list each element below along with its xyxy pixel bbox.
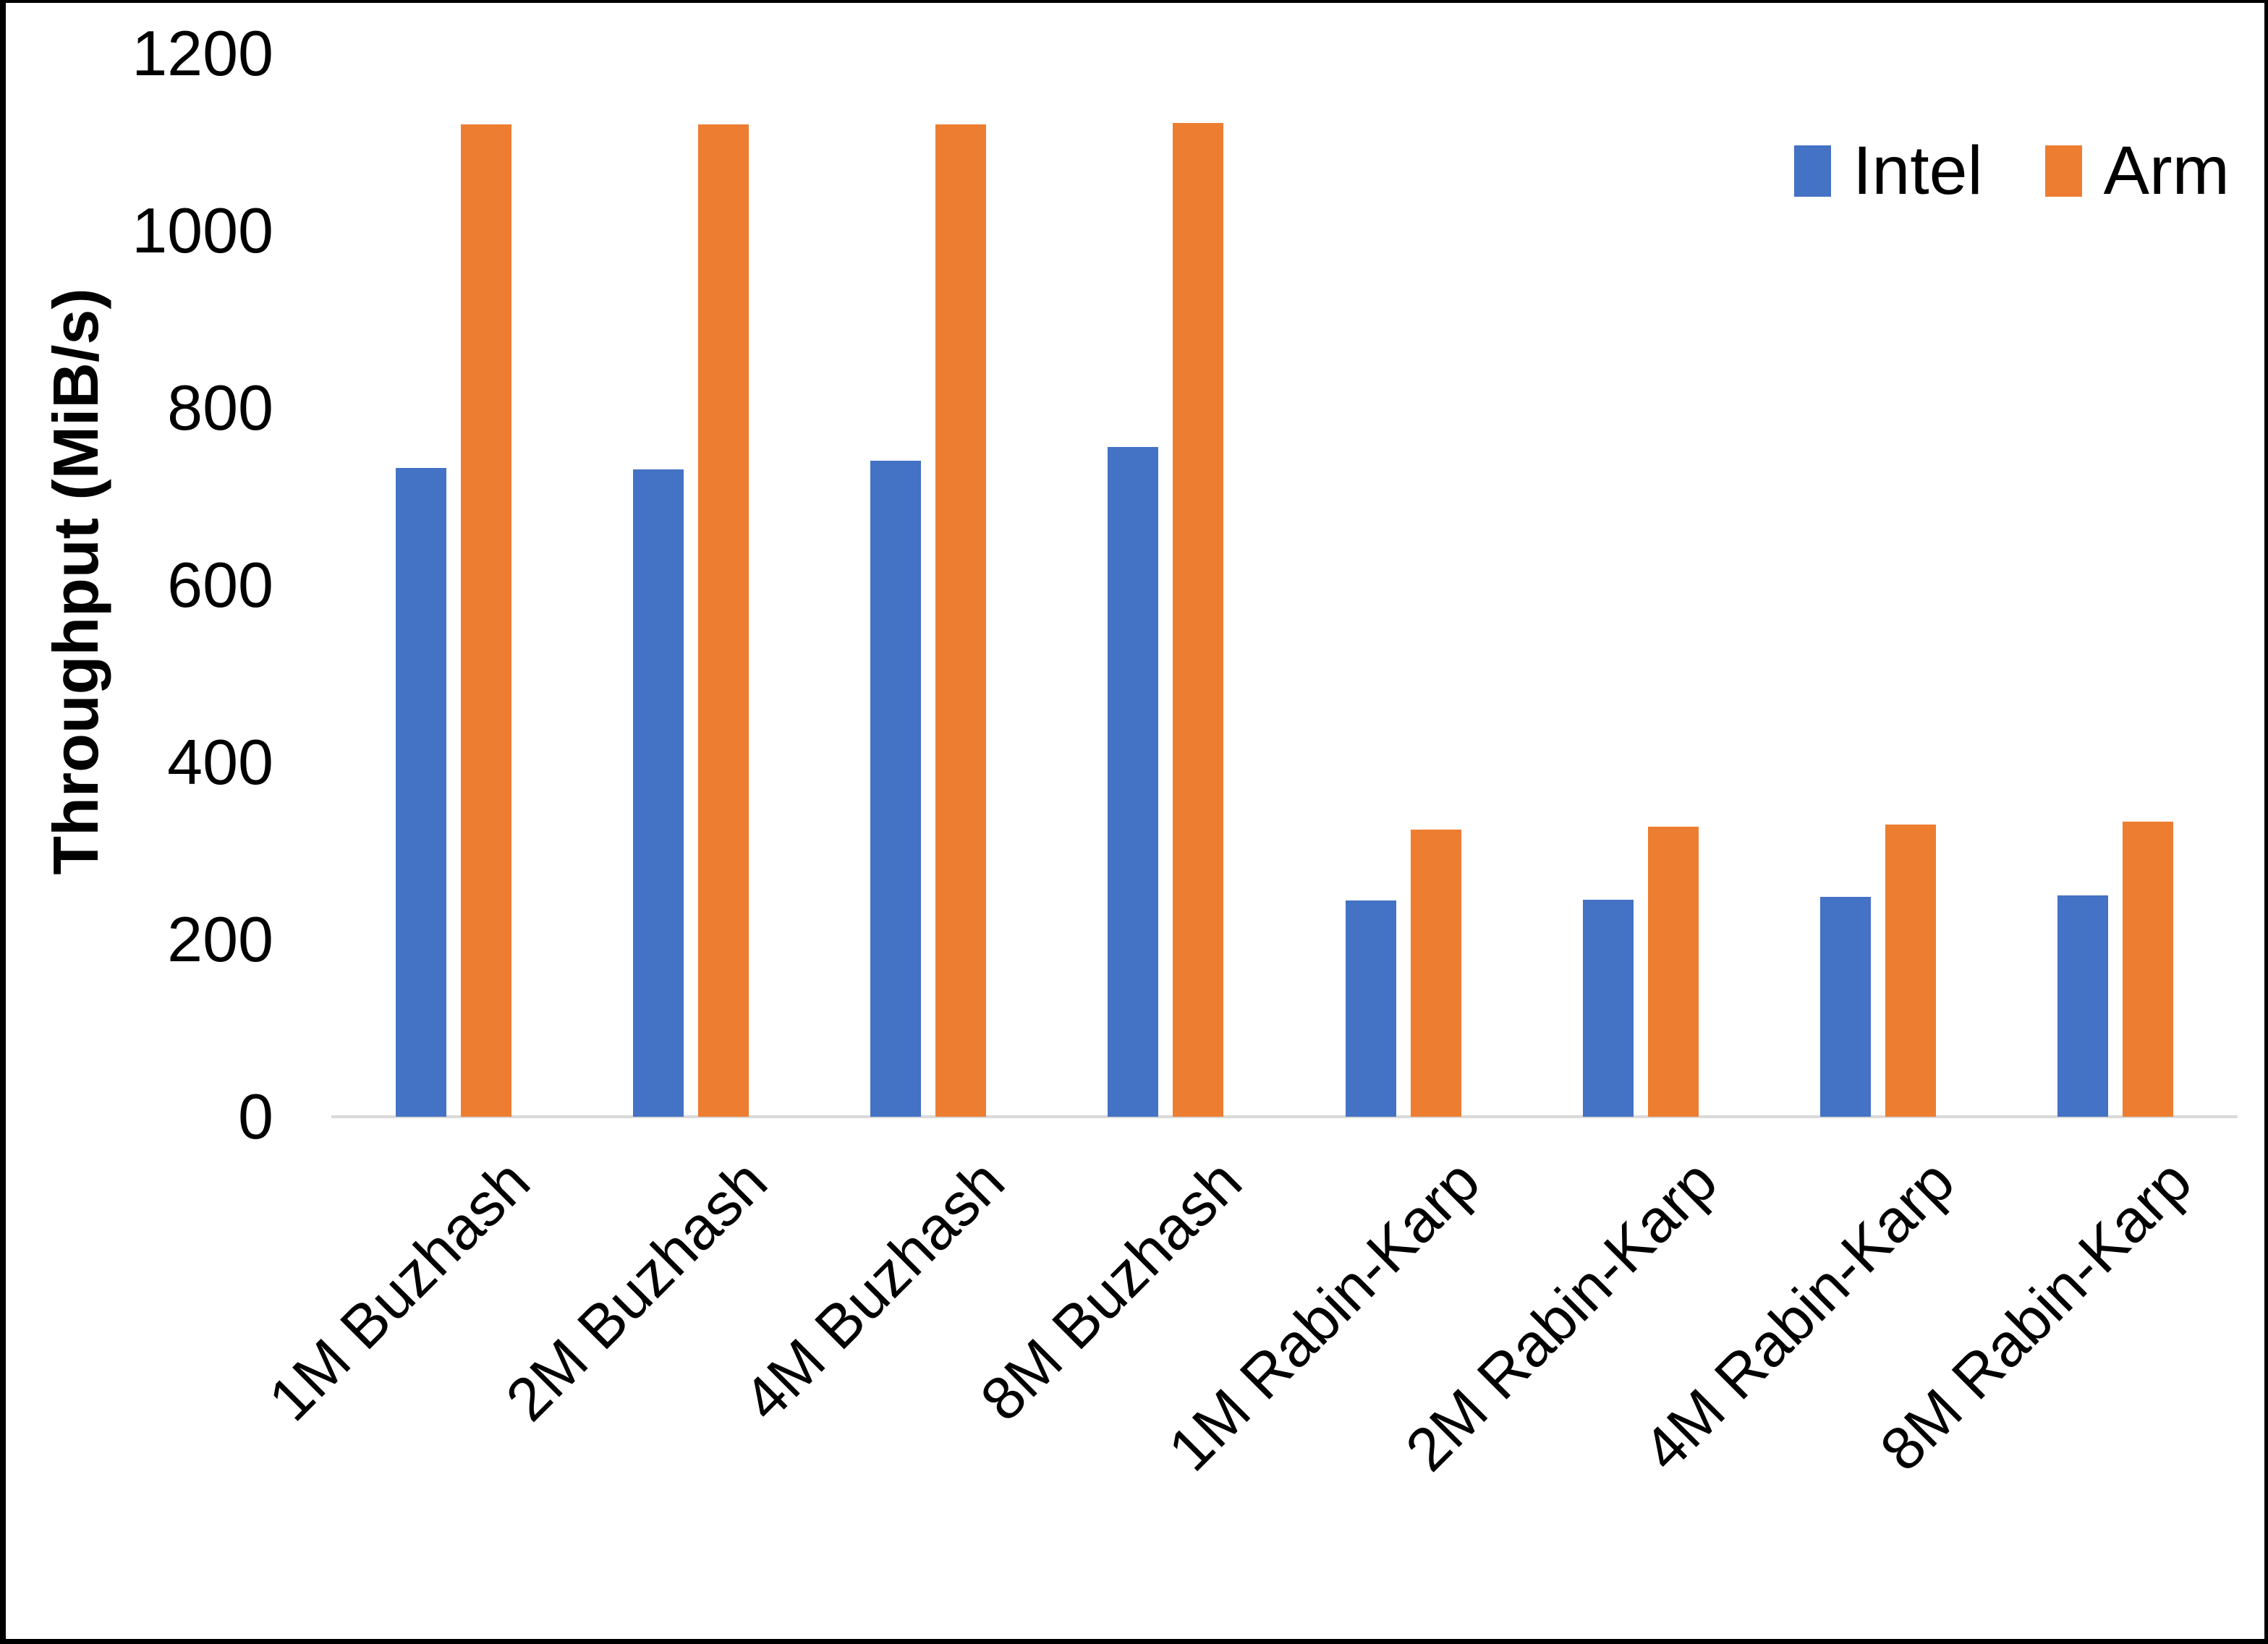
bar-arm-1m-rabin-karp (1411, 830, 1461, 1117)
y-tick-600: 600 (167, 549, 273, 621)
y-tick-200: 200 (167, 903, 273, 975)
bar-arm-2m-buzhash (698, 124, 749, 1117)
bar-intel-8m-rabin-karp (2057, 895, 2108, 1117)
x-axis-line (331, 1115, 2238, 1118)
y-tick-400: 400 (167, 726, 273, 798)
y-tick-1000: 1000 (132, 195, 273, 266)
bar-intel-2m-buzhash (633, 469, 684, 1117)
bar-intel-1m-buzhash (396, 468, 446, 1117)
legend-label-intel: Intel (1853, 132, 1983, 209)
legend-item-arm: Arm (2044, 132, 2230, 209)
bar-intel-4m-rabin-karp (1820, 897, 1871, 1117)
legend-swatch-intel (1794, 145, 1831, 197)
bar-arm-1m-buzhash (461, 124, 511, 1117)
legend-label-arm: Arm (2103, 132, 2230, 209)
bar-arm-2m-rabin-karp (1648, 827, 1699, 1117)
legend-swatch-arm (2044, 145, 2082, 197)
bar-intel-8m-buzhash (1108, 447, 1158, 1117)
y-tick-1200: 1200 (132, 17, 273, 89)
bar-intel-2m-rabin-karp (1583, 900, 1634, 1117)
plot-area: 1M Buzhash 2M Buzhash 4M Buzhash 8M Buzhash… (255, 54, 2234, 1483)
bar-intel-1m-rabin-karp (1346, 900, 1396, 1117)
bar-arm-8m-buzhash (1173, 123, 1223, 1117)
legend-item-intel: Intel (1794, 137, 1983, 205)
bar-arm-4m-rabin-karp (1885, 825, 1936, 1117)
y-tick-0: 0 (238, 1081, 273, 1152)
bar-arm-4m-buzhash (935, 124, 986, 1117)
y-tick-800: 800 (167, 372, 273, 443)
bar-arm-8m-rabin-karp (2123, 822, 2173, 1117)
legend: Intel Arm (1794, 137, 2230, 205)
bar-intel-4m-buzhash (870, 461, 921, 1117)
